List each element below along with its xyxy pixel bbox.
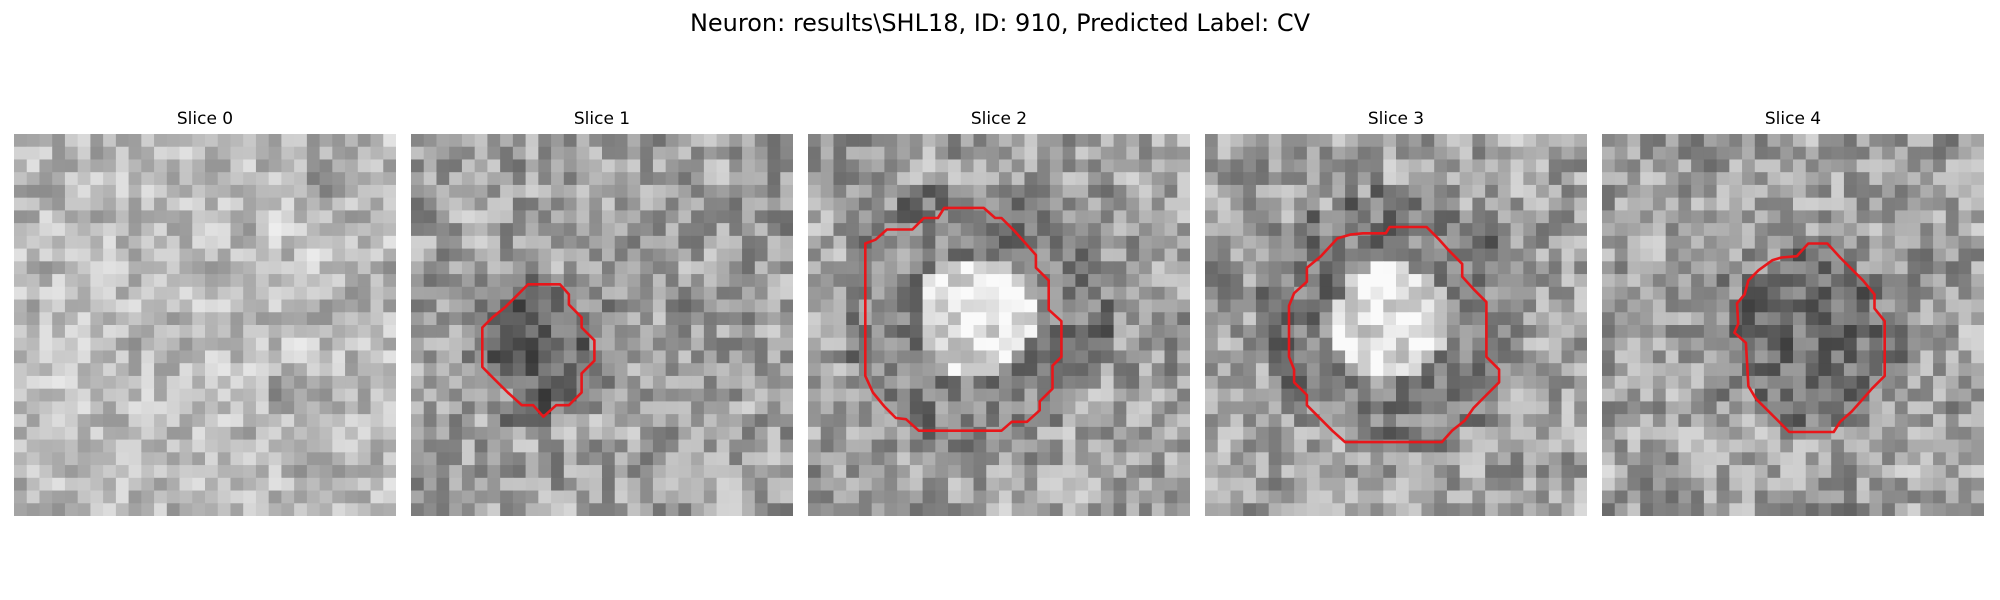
slice-3-pixels — [1205, 134, 1587, 516]
slice-4-contour — [1733, 242, 1887, 434]
slice-0-image — [14, 134, 396, 516]
slice-1-pixels — [411, 134, 793, 516]
slice-2-contour — [863, 206, 1063, 433]
slice-2-title: Slice 2 — [970, 109, 1028, 129]
figure-title: Neuron: results\SHL18, ID: 910, Predicte… — [689, 9, 1311, 37]
slice-4-title: Slice 4 — [1764, 109, 1822, 129]
slice-1-image — [411, 134, 793, 516]
slice-3-image — [1205, 134, 1587, 516]
slice-1-contour — [481, 283, 596, 419]
slice-0-pixels — [14, 134, 396, 516]
slice-3-title: Slice 3 — [1367, 109, 1425, 129]
slice-2-image — [808, 134, 1190, 516]
slice-4-image — [1602, 134, 1984, 516]
slice-3-contour — [1287, 225, 1501, 444]
slice-4-pixels — [1602, 134, 1984, 516]
slice-0-title: Slice 0 — [176, 109, 234, 129]
slice-1-title: Slice 1 — [573, 109, 631, 129]
